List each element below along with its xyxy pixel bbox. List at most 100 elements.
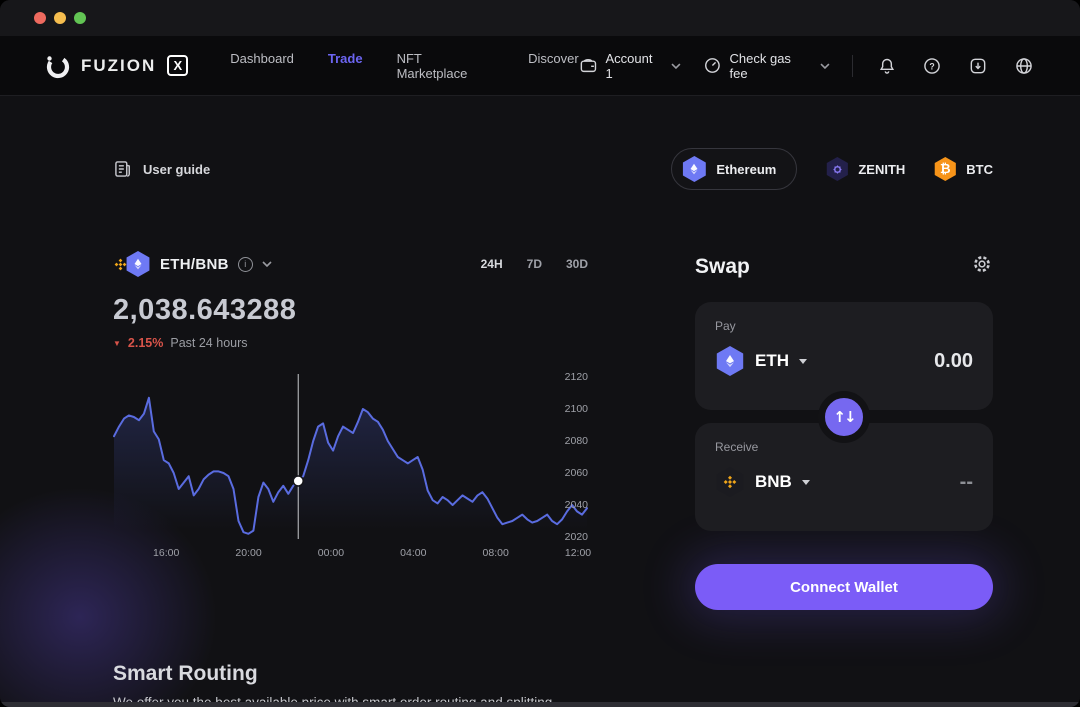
gas-fee-label: Check gas fee: [729, 50, 791, 81]
chevron-down-icon: [262, 261, 272, 267]
pay-token-label: ETH: [755, 351, 789, 370]
help-button[interactable]: ?: [921, 54, 945, 78]
receive-token-select[interactable]: BNB: [715, 467, 810, 497]
swap-direction-button[interactable]: ↑↓: [818, 390, 870, 443]
swap-settings-button[interactable]: [971, 253, 993, 280]
x-axis-label: 16:00: [153, 547, 180, 559]
chart-cursor-dot: [292, 475, 304, 487]
network-chip-label: BTC: [966, 161, 993, 177]
pay-amount-input[interactable]: [807, 349, 973, 373]
language-button[interactable]: [1012, 54, 1036, 78]
chart-section: ETH/BNB i 24H 7D 30D 2,038.643288 ▼ 2.15% …: [113, 250, 591, 610]
account-button[interactable]: Account 1: [579, 51, 681, 81]
divider: [851, 54, 853, 77]
chevron-down-icon: [801, 479, 810, 485]
eth-icon: [716, 346, 744, 376]
user-guide-label: User guide: [143, 161, 211, 177]
notifications-button[interactable]: [875, 54, 899, 78]
pair-price: 2,038.643288: [113, 294, 297, 326]
price-chart-svg: [113, 374, 588, 541]
receive-token-label: BNB: [755, 472, 792, 491]
logo-swirl-icon: [46, 55, 70, 78]
receive-amount[interactable]: --: [959, 470, 973, 493]
pair-icons: [113, 250, 151, 278]
network-chip-zenith[interactable]: ZENITH: [825, 157, 905, 181]
x-axis-label: 00:00: [317, 547, 345, 559]
download-button[interactable]: [966, 54, 990, 78]
y-axis-label: 2060: [564, 467, 588, 479]
nav-item-discover[interactable]: Discover: [528, 50, 579, 66]
y-axis-label: 2100: [564, 403, 588, 415]
nav-item-nft-marketplace[interactable]: NFT Marketplace: [396, 50, 468, 81]
pay-label: Pay: [715, 319, 736, 333]
info-icon[interactable]: i: [237, 256, 253, 272]
swap-cards: Pay ETH: [695, 302, 993, 531]
wallet-icon: [580, 59, 596, 73]
gas-fee-button[interactable]: Check gas fee: [703, 51, 830, 81]
logo[interactable]: FUZION X: [44, 52, 189, 80]
pay-token-select[interactable]: ETH: [715, 346, 807, 376]
price-chart[interactable]: 2120 2100 2080 2060 2040 2020: [113, 368, 588, 543]
swap-arrows-icon: ↑↓: [833, 407, 856, 426]
smart-routing-title: Smart Routing: [113, 662, 258, 685]
price-change-row: ▼ 2.15% Past 24 hours: [113, 336, 588, 350]
gauge-icon: [704, 58, 720, 73]
chevron-down-icon: [671, 62, 681, 69]
y-axis-label: 2120: [564, 371, 588, 383]
gear-icon: [974, 256, 990, 272]
download-icon: [970, 58, 986, 73]
receive-label: Receive: [715, 440, 759, 454]
account-label: Account 1: [605, 50, 653, 81]
nav-item-dashboard[interactable]: Dashboard: [230, 50, 294, 66]
down-triangle-icon: ▼: [113, 338, 121, 348]
pair-selector[interactable]: ETH/BNB i: [113, 250, 272, 278]
nav-item-trade[interactable]: Trade: [327, 45, 363, 101]
window-close-button[interactable]: [34, 12, 46, 24]
chevron-down-icon: [820, 62, 830, 69]
smart-routing-section: Smart Routing We offer you the best avai…: [113, 662, 993, 707]
network-chip-ethereum[interactable]: Ethereum: [671, 148, 798, 190]
nav-menu: Dashboard Trade NFT Marketplace Discover: [230, 45, 579, 101]
pair-label: ETH/BNB: [160, 255, 229, 273]
y-axis-label: 2020: [564, 531, 588, 543]
window-zoom-button[interactable]: [74, 12, 86, 24]
svg-text:?: ?: [930, 61, 935, 71]
y-axis-label: 2080: [564, 435, 588, 447]
x-axis-label: 20:00: [235, 547, 262, 559]
network-chip-btc[interactable]: ₿ BTC: [933, 157, 993, 181]
nav-right: Account 1 Check gas fee ?: [579, 51, 1036, 81]
timeframe-30d[interactable]: 30D: [565, 257, 588, 271]
x-axis-label: 04:00: [400, 547, 427, 559]
eth-icon: [126, 251, 150, 277]
timeframe-24h[interactable]: 24H: [480, 257, 503, 271]
eth-icon: [682, 156, 706, 182]
chevron-down-icon: [799, 358, 807, 364]
titlebar: [0, 0, 1080, 36]
chart-area-fill: [114, 397, 587, 541]
btc-icon: ₿: [934, 157, 956, 181]
user-guide-button[interactable]: User guide: [113, 159, 210, 179]
y-axis-label: 2040: [564, 499, 588, 511]
bnb-icon: [716, 467, 744, 497]
document-icon: [115, 161, 130, 177]
connect-wallet-button[interactable]: Connect Wallet: [695, 564, 993, 610]
bottom-section-edge: [0, 702, 1080, 707]
globe-icon: [1016, 57, 1032, 74]
logo-x-badge: X: [167, 55, 189, 76]
window-minimize-button[interactable]: [54, 12, 66, 24]
help-icon: ?: [924, 57, 941, 74]
price-change-caption: Past 24 hours: [170, 336, 248, 350]
chart-line: [113, 396, 588, 535]
main-content: User guide Ethereum ZENITH ₿ BTC: [0, 96, 1080, 707]
network-chips: Ethereum ZENITH ₿ BTC: [671, 148, 993, 190]
logo-text: FUZION: [81, 55, 157, 75]
timeframe-buttons: 24H 7D 30D: [481, 257, 588, 271]
price-change-percent: 2.15%: [127, 336, 164, 350]
x-axis-label: 08:00: [482, 547, 509, 559]
swap-title: Swap: [695, 254, 750, 278]
network-chip-label: ZENITH: [858, 161, 906, 177]
navbar: FUZION X Dashboard Trade NFT Marketplace Di…: [0, 36, 1080, 101]
bnb-icon: [113, 257, 128, 277]
timeframe-7d[interactable]: 7D: [526, 257, 542, 271]
